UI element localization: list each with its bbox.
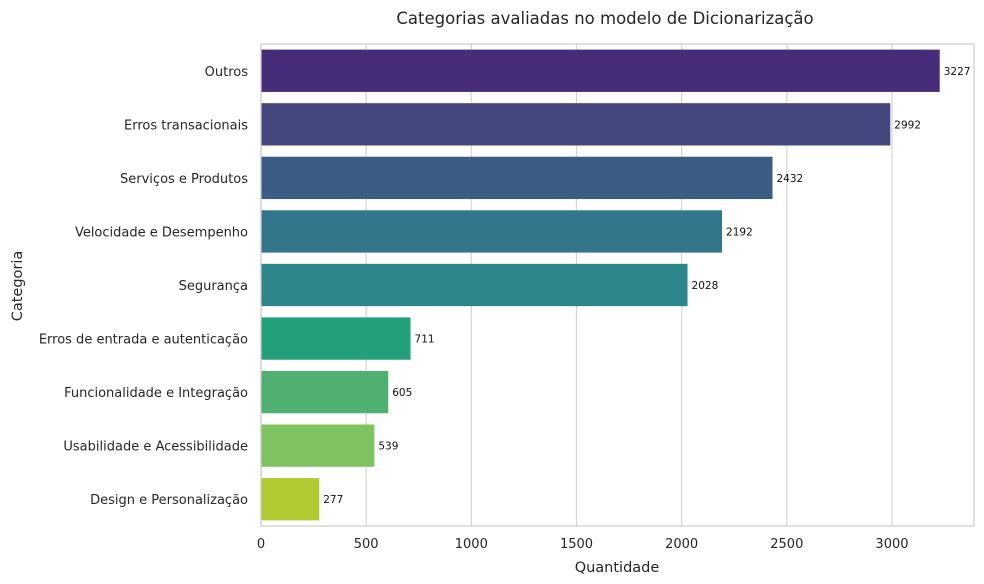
data-label: 711 bbox=[415, 334, 435, 346]
data-label: 277 bbox=[323, 494, 343, 506]
x-tick-label: 500 bbox=[354, 537, 379, 552]
bar-0 bbox=[261, 49, 940, 92]
y-tick-label: Usabilidade e Acessibilidade bbox=[63, 440, 248, 455]
bar-5 bbox=[261, 317, 411, 360]
x-tick-label: 2000 bbox=[665, 537, 698, 552]
bar-1 bbox=[261, 103, 891, 146]
y-tick-label: Erros transacionais bbox=[124, 118, 248, 133]
data-label: 2992 bbox=[894, 119, 921, 131]
y-tick-label: Funcionalidade e Integração bbox=[64, 386, 248, 401]
x-tick-label: 3000 bbox=[875, 537, 908, 552]
data-label: 2028 bbox=[692, 280, 719, 292]
data-label: 539 bbox=[378, 441, 398, 453]
chart-title: Categorias avaliadas no modelo de Dicion… bbox=[396, 9, 813, 28]
bar-8 bbox=[261, 478, 320, 521]
y-tick-label: Segurança bbox=[179, 279, 248, 294]
bar-3 bbox=[261, 210, 723, 253]
data-label: 3227 bbox=[944, 66, 971, 78]
y-tick-labels: Outros Erros transacionais Serviços e Prod… bbox=[39, 65, 248, 508]
bar-6 bbox=[261, 370, 389, 414]
bar-4 bbox=[261, 263, 688, 307]
data-labels: 3227 2992 2432 2192 2028 711 605 539 277 bbox=[323, 66, 970, 506]
bar-2 bbox=[261, 156, 773, 200]
data-label: 2192 bbox=[726, 226, 753, 238]
x-tick-label: 2500 bbox=[770, 537, 803, 552]
x-axis-label: Quantidade bbox=[575, 560, 660, 576]
x-tick-labels: 0 500 1000 1500 2000 2500 3000 bbox=[257, 537, 909, 552]
y-tick-label: Design e Personalização bbox=[90, 493, 248, 508]
x-tick-label: 0 bbox=[257, 537, 265, 552]
y-tick-label: Outros bbox=[205, 65, 249, 80]
x-tick-label: 1500 bbox=[560, 537, 593, 552]
y-tick-label: Velocidade e Desempenho bbox=[75, 225, 248, 240]
bar-7 bbox=[261, 424, 375, 467]
y-axis-label: Categoria bbox=[10, 251, 26, 322]
data-label: 2432 bbox=[777, 173, 804, 185]
plot-frame bbox=[260, 43, 975, 527]
data-label: 605 bbox=[392, 387, 412, 399]
bars bbox=[261, 49, 940, 521]
y-tick-label: Serviços e Produtos bbox=[120, 172, 248, 187]
y-tick-label: Erros de entrada e autenticação bbox=[39, 333, 248, 348]
x-tick-label: 1000 bbox=[455, 537, 488, 552]
